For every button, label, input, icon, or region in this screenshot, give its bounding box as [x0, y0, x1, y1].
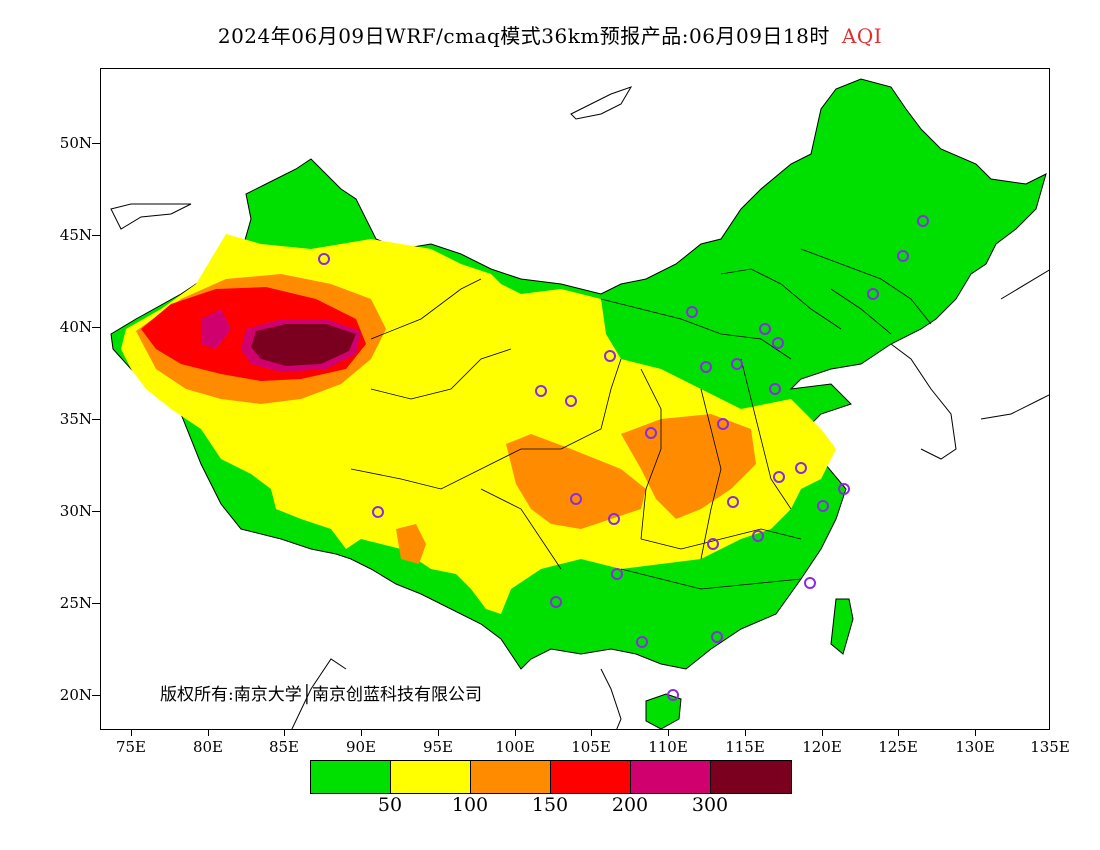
x-axis-label: 90E	[345, 738, 377, 756]
hainan-island	[645, 693, 682, 729]
x-axis-label: 120E	[802, 738, 842, 756]
product-label: AQI	[841, 24, 883, 48]
city-marker	[667, 689, 679, 701]
city-marker	[917, 215, 929, 227]
x-axis-label: 95E	[422, 738, 454, 756]
city-marker	[604, 350, 616, 362]
city-marker	[838, 483, 850, 495]
x-axis-tick	[745, 730, 746, 736]
y-axis-label: 45N	[59, 226, 92, 244]
y-axis-tick	[92, 695, 100, 696]
aqi-zone-150-east	[621, 414, 756, 519]
x-axis-label: 75E	[115, 738, 147, 756]
x-axis-label: 135E	[1030, 738, 1070, 756]
x-axis-tick	[898, 730, 899, 736]
aqi-zone-150-central	[506, 434, 646, 529]
map-title: 2024年06月09日WRF/cmaq模式36km预报产品:06月09日18时 A…	[0, 20, 1100, 49]
x-axis-label: 105E	[571, 738, 611, 756]
city-marker	[645, 427, 657, 439]
aqi-map	[110, 78, 1049, 729]
y-axis-tick	[92, 143, 100, 144]
city-marker	[773, 471, 785, 483]
y-axis-tick	[92, 235, 100, 236]
legend-swatch	[471, 761, 551, 793]
x-axis-tick	[591, 730, 592, 736]
taiwan-island	[830, 598, 854, 655]
city-marker	[795, 462, 807, 474]
x-axis-tick	[131, 730, 132, 736]
map-frame	[100, 68, 1050, 730]
city-marker	[535, 385, 547, 397]
city-marker	[707, 538, 719, 550]
coastline-north	[110, 86, 633, 230]
legend-label: 200	[611, 794, 649, 816]
x-axis-tick	[668, 730, 669, 736]
city-marker	[686, 306, 698, 318]
x-axis-tick	[822, 730, 823, 736]
y-axis-label: 25N	[59, 594, 92, 612]
x-axis-tick	[438, 730, 439, 736]
legend-label: 150	[531, 794, 569, 816]
copyright-text: 版权所有:南京大学│南京创蓝科技有限公司	[160, 685, 482, 705]
legend-label: 300	[691, 794, 729, 816]
x-axis-label: 125E	[878, 738, 918, 756]
x-axis-label: 85E	[268, 738, 300, 756]
legend-swatch	[711, 761, 791, 793]
city-marker	[717, 418, 729, 430]
legend-swatch	[311, 761, 391, 793]
city-markers	[318, 215, 929, 701]
city-marker	[867, 288, 879, 300]
city-marker	[608, 513, 620, 525]
city-marker	[372, 506, 384, 518]
y-axis-tick	[92, 419, 100, 420]
city-marker	[565, 395, 577, 407]
legend-label: 100	[451, 794, 489, 816]
city-marker	[318, 253, 330, 265]
legend-label: 50	[377, 794, 403, 816]
city-marker	[752, 530, 764, 542]
x-axis-tick	[284, 730, 285, 736]
city-marker	[772, 337, 784, 349]
y-axis-label: 20N	[59, 686, 92, 704]
x-axis-tick	[208, 730, 209, 736]
city-marker	[759, 323, 771, 335]
coastline-korea-japan	[890, 269, 1049, 460]
x-axis-label: 110E	[648, 738, 688, 756]
x-axis-label: 80E	[192, 738, 224, 756]
city-marker	[570, 493, 582, 505]
city-marker	[769, 383, 781, 395]
aqi-legend	[310, 760, 792, 794]
legend-swatch	[391, 761, 471, 793]
city-marker	[550, 596, 562, 608]
x-axis-tick	[975, 730, 976, 736]
y-axis-tick	[92, 327, 100, 328]
y-axis-tick	[92, 511, 100, 512]
x-axis-tick	[515, 730, 516, 736]
coastline-southeast-asia	[291, 658, 622, 729]
city-marker	[611, 568, 623, 580]
x-axis-label: 115E	[725, 738, 765, 756]
city-marker	[700, 361, 712, 373]
x-axis-label: 100E	[495, 738, 535, 756]
city-marker	[804, 577, 816, 589]
city-marker	[711, 631, 723, 643]
y-axis-label: 30N	[59, 502, 92, 520]
city-marker	[897, 250, 909, 262]
y-axis-tick	[92, 603, 100, 604]
y-axis-label: 40N	[59, 318, 92, 336]
legend-swatch	[631, 761, 711, 793]
city-marker	[636, 636, 648, 648]
city-marker	[731, 358, 743, 370]
aqi-zone-150-small	[396, 524, 426, 564]
y-axis-label: 35N	[59, 410, 92, 428]
x-axis-tick	[361, 730, 362, 736]
y-axis-label: 50N	[59, 134, 92, 152]
city-marker	[727, 496, 739, 508]
city-marker	[817, 500, 829, 512]
aqi-zone-severe	[251, 324, 356, 366]
legend-swatch	[551, 761, 631, 793]
province-boundaries	[350, 248, 932, 590]
title-text: 2024年06月09日WRF/cmaq模式36km预报产品:06月09日18时	[217, 24, 830, 48]
x-axis-label: 130E	[955, 738, 995, 756]
